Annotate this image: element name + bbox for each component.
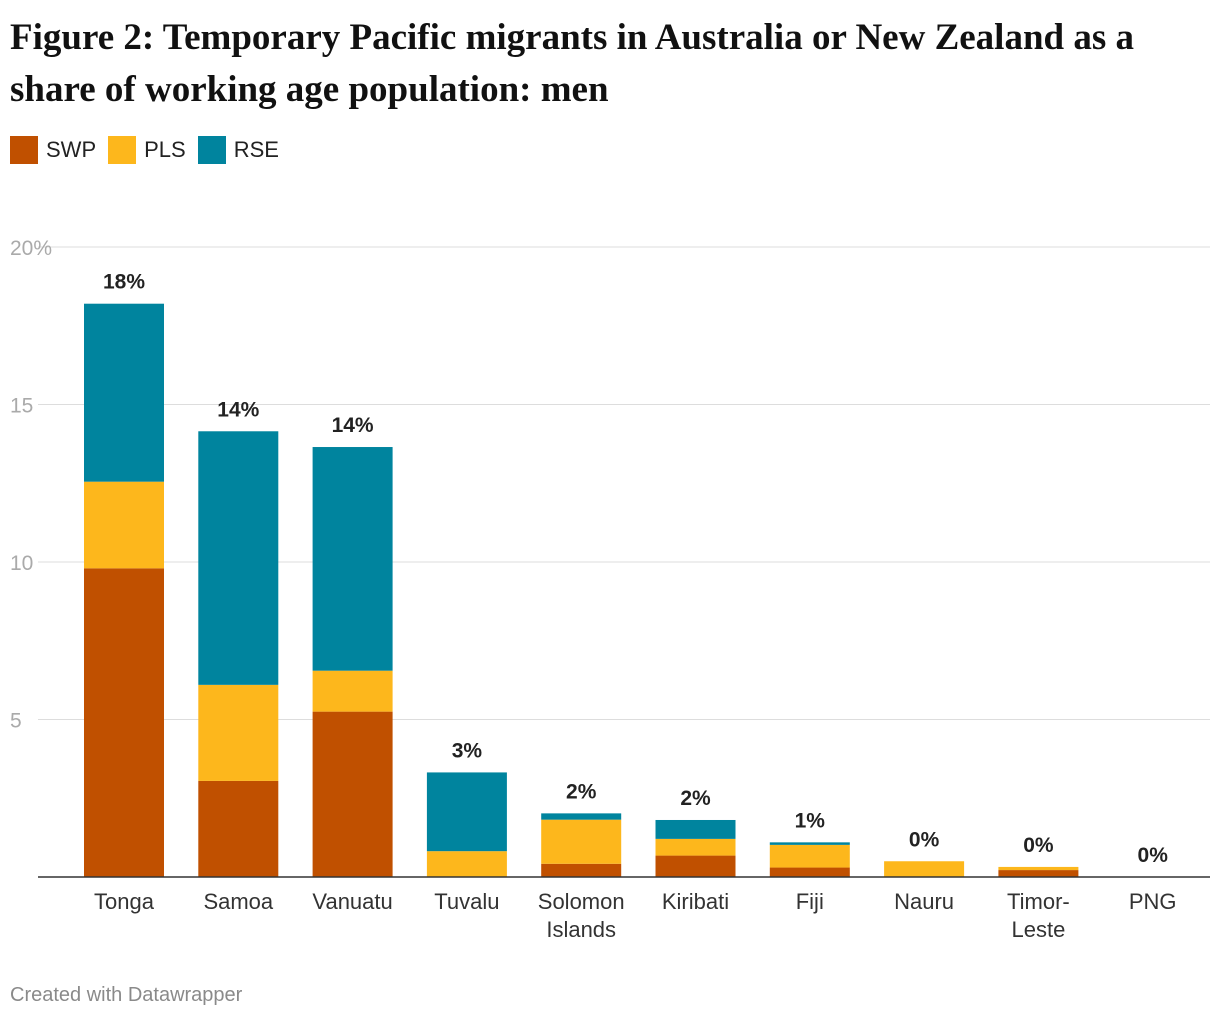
bar-segment-rse [541, 813, 622, 820]
data-label: 14% [332, 414, 374, 437]
data-label: 14% [217, 398, 259, 421]
bar-segment-swp [998, 870, 1079, 877]
bar-segment-pls [541, 819, 622, 864]
legend-label-rse: RSE [233, 137, 279, 162]
x-tick-label: Timor-Leste [1007, 889, 1070, 942]
y-tick-label: 5 [10, 710, 22, 733]
y-tick-label: 10 [10, 552, 33, 575]
x-tick-label: Nauru [894, 889, 954, 914]
bar-segment-swp [769, 867, 850, 877]
x-tick-label: Samoa [203, 889, 273, 914]
legend-swatch-pls [108, 136, 137, 164]
legend-label-pls: PLS [144, 137, 186, 162]
bar-segment-pls [198, 684, 279, 781]
legend: SWP PLS RSE [10, 136, 291, 164]
y-tick-label: 20% [10, 237, 52, 260]
bar-segment-swp [84, 568, 164, 877]
data-label: 2% [566, 780, 597, 803]
footer-credit: Created with Datawrapper [10, 984, 243, 1006]
x-tick-label: Fiji [796, 889, 824, 914]
x-tick-label: Solomon Islands [538, 889, 625, 942]
x-tick-label: Vanuatu [312, 889, 392, 914]
bar-segment-rse [655, 819, 736, 839]
bar-segment-rse [312, 447, 393, 671]
bar-segment-pls [426, 851, 507, 877]
data-label: 3% [452, 739, 483, 762]
bar-segment-pls [884, 861, 965, 877]
bar-segment-pls [998, 866, 1079, 871]
data-label: 2% [680, 787, 711, 810]
data-label: 0% [1138, 844, 1169, 867]
legend-item-swp: SWP [10, 136, 96, 164]
legend-item-pls: PLS [108, 136, 186, 164]
x-tick-label: Tuvalu [434, 889, 499, 914]
legend-item-rse: RSE [197, 136, 279, 164]
legend-swatch-rse [197, 136, 226, 164]
legend-swatch-swp [10, 136, 38, 164]
bar-segment-rse [84, 303, 164, 482]
bar-segment-rse [198, 431, 279, 685]
data-label: 0% [1023, 834, 1054, 857]
bar-segment-pls [655, 838, 736, 856]
x-tick-label: PNG [1129, 889, 1177, 914]
data-label: 0% [909, 828, 940, 851]
bar-segment-pls [312, 670, 393, 712]
bar-segment-swp [655, 855, 736, 877]
data-label: 1% [795, 809, 826, 832]
data-label: 18% [103, 271, 145, 294]
bar-segment-pls [769, 844, 850, 868]
legend-label-swp: SWP [46, 137, 97, 162]
bar-segment-pls [84, 481, 164, 569]
chart-title: Figure 2: Temporary Pacific migrants in … [10, 17, 1135, 110]
bar-segment-rse [769, 842, 850, 845]
x-tick-label: Kiribati [662, 889, 729, 914]
bar-segment-swp [312, 711, 393, 877]
x-tick-label: Tonga [94, 889, 155, 914]
y-tick-label: 15 [10, 395, 33, 418]
bar-segment-rse [426, 772, 507, 852]
bar-segment-swp [541, 863, 622, 877]
bar-segment-swp [198, 780, 279, 877]
